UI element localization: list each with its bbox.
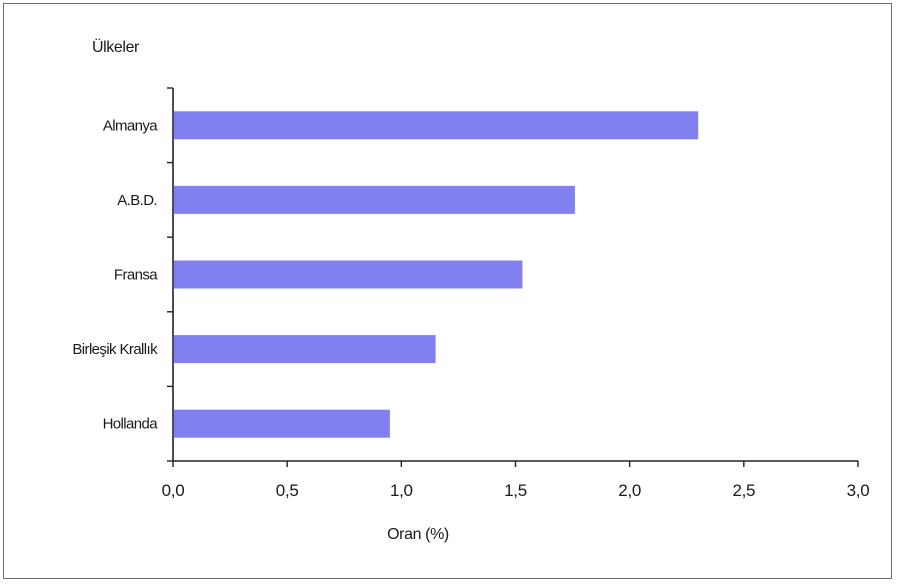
x-tick-label: 1,5 [504,481,527,500]
bar [174,335,436,364]
bar [174,409,390,438]
x-tick-label: 2,5 [732,481,755,500]
category-label: Birleşik Krallık [72,341,158,358]
category-label: Fransa [114,267,158,284]
x-tick-label: 0,5 [276,481,299,500]
x-tick-label: 2,0 [618,481,641,500]
category-label: Hollanda [103,416,159,433]
category-label: Almanya [103,117,158,134]
bar [174,260,523,289]
chart-frame [3,3,892,579]
bar [174,185,575,214]
y-axis-title: Ülkeler [92,38,140,56]
category-label: A.B.D. [117,192,157,209]
x-tick-label: 3,0 [847,481,870,500]
x-tick-label: 0,0 [162,481,185,500]
bar [174,111,699,140]
x-axis-title: Oran (%) [387,526,449,543]
x-tick-label: 1,0 [390,481,413,500]
